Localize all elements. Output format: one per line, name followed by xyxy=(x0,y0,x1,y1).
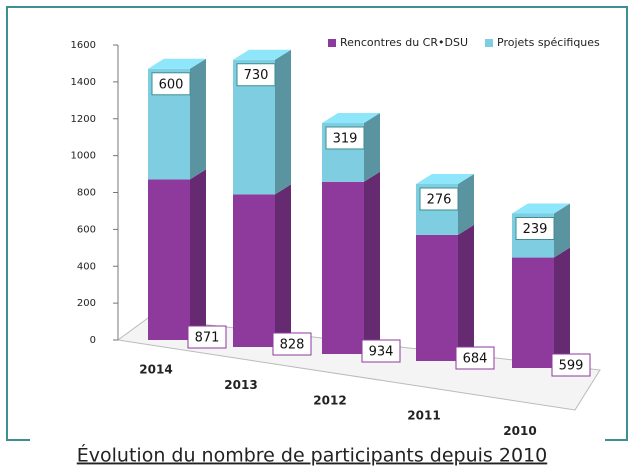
y-tick-label: 1400 xyxy=(71,77,96,88)
value-box xyxy=(419,187,459,211)
bar-side xyxy=(458,224,474,361)
bar-side xyxy=(458,174,474,235)
caption-bg xyxy=(30,438,605,468)
legend-swatch xyxy=(328,39,336,47)
x-tick-label: 2012 xyxy=(313,393,346,407)
x-tick-label: 2014 xyxy=(139,363,172,377)
legend-label: Projets spécifiques xyxy=(497,36,600,49)
y-tick-label: 0 xyxy=(90,335,96,346)
value-label: 828 xyxy=(280,338,305,353)
y-tick-label: 800 xyxy=(77,188,96,199)
bar xyxy=(148,179,190,340)
x-tick-label: 2013 xyxy=(224,378,257,392)
bar-side xyxy=(364,112,380,182)
legend-label: Rencontres du CR•DSU xyxy=(340,36,468,49)
bar-top xyxy=(322,112,380,123)
value-label: 319 xyxy=(333,131,358,146)
x-tick-label: 2010 xyxy=(503,424,536,438)
bar-side xyxy=(275,49,291,195)
value-box xyxy=(551,353,591,377)
value-box xyxy=(151,72,191,96)
bar-side xyxy=(190,58,206,180)
caption: Évolution du nombre de participants depu… xyxy=(77,444,547,467)
bar-side xyxy=(554,247,570,368)
value-label: 599 xyxy=(559,359,584,374)
y-tick-label: 600 xyxy=(77,224,96,235)
x-tick-label: 2011 xyxy=(407,409,440,423)
y-tick-label: 200 xyxy=(77,298,96,309)
bar-top xyxy=(416,174,474,184)
y-tick-label: 1200 xyxy=(71,114,96,125)
value-label: 934 xyxy=(369,345,394,360)
bar-side xyxy=(275,184,291,347)
bar-top xyxy=(148,58,206,69)
value-label: 684 xyxy=(463,352,488,367)
value-label: 600 xyxy=(159,77,184,92)
value-box xyxy=(236,63,276,87)
y-tick-label: 400 xyxy=(77,261,96,272)
bar xyxy=(512,257,554,368)
legend-swatch xyxy=(485,39,493,47)
value-label: 239 xyxy=(523,222,548,237)
value-label: 871 xyxy=(195,331,220,346)
value-label: 276 xyxy=(427,193,452,208)
bar-top xyxy=(233,49,291,60)
value-label: 730 xyxy=(244,68,269,83)
value-box xyxy=(187,325,227,349)
bar-side xyxy=(190,169,206,340)
bar-side xyxy=(554,203,570,258)
y-tick-label: 1000 xyxy=(71,151,96,162)
bar-top xyxy=(512,203,570,214)
bar xyxy=(416,234,458,361)
y-tick-label: 1600 xyxy=(71,40,96,51)
value-box xyxy=(272,332,312,356)
value-box xyxy=(361,339,401,363)
value-box xyxy=(325,126,365,150)
bar xyxy=(233,194,275,347)
bar-side xyxy=(364,171,380,354)
value-box xyxy=(455,346,495,370)
value-box xyxy=(515,216,555,240)
bar xyxy=(322,181,364,354)
